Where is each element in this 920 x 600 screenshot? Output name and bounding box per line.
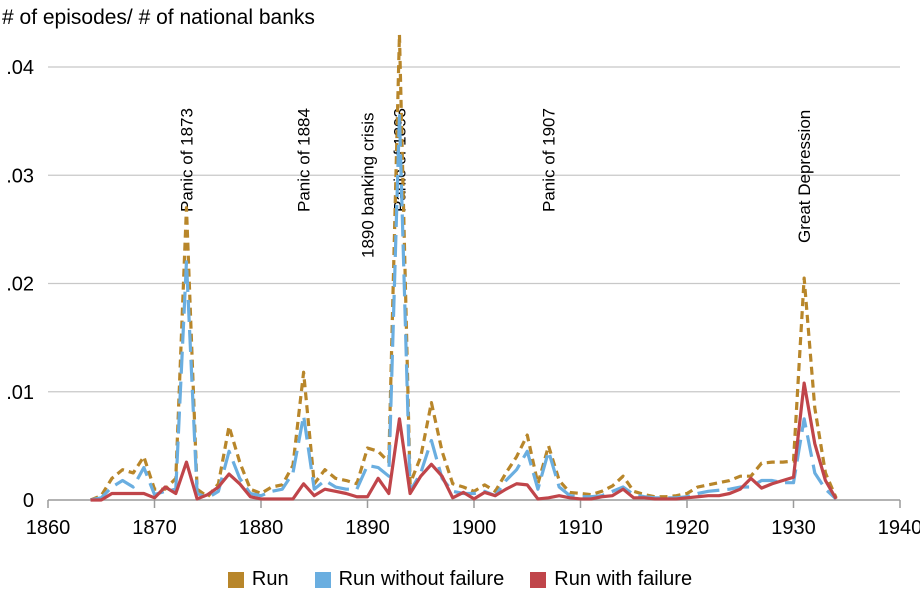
x-tick-label: 1910	[558, 517, 603, 539]
annotation-label: 1890 banking crisis	[359, 112, 378, 258]
legend-label: Run with failure	[554, 568, 693, 590]
y-axis-label: # of episodes/ # of national banks	[2, 6, 315, 29]
series-line-run-without-failure	[90, 114, 838, 502]
x-tick-label: 1940	[878, 517, 920, 539]
y-tick-label: .01	[6, 382, 34, 404]
legend-item: Run without failure	[314, 568, 505, 591]
legend-label: Run	[251, 568, 289, 590]
legend-item: Run with failure	[530, 568, 692, 591]
legend: Run Run without failure Run with failure	[0, 568, 920, 591]
x-axis	[47, 499, 901, 508]
series-line-run	[89, 32, 838, 502]
x-tick-label: 1890	[345, 517, 390, 539]
y-tick-label: .02	[6, 274, 34, 296]
legend-swatch	[530, 571, 547, 588]
x-tick-label: 1930	[771, 517, 816, 539]
legend-swatch	[314, 571, 331, 588]
y-tick-label: 0	[23, 490, 34, 512]
annotation-label: Panic of 1907	[540, 108, 559, 212]
x-tick-labels: 1860 1870 1880 1890 1900 1910 1920 1930 1940	[26, 517, 920, 539]
annotation-label: Great Depression	[795, 110, 814, 243]
annotation-label: Panic of 1884	[295, 108, 314, 212]
y-tick-labels: 0 .01 .02 .03 .04	[6, 57, 34, 512]
annotation-label: Panic of 1873	[177, 108, 196, 212]
annotations: Panic of 1873 Panic of 1884 1890 banking c…	[177, 108, 814, 258]
legend-item: Run	[227, 568, 289, 591]
x-tick-label: 1920	[665, 517, 710, 539]
y-tick-label: .04	[6, 57, 34, 79]
x-tick-label: 1900	[452, 517, 497, 539]
legend-swatch	[227, 571, 244, 588]
gridlines	[48, 66, 900, 393]
series-lines	[89, 32, 838, 502]
x-tick-label: 1860	[26, 517, 71, 539]
series-line-run-with-failure	[90, 381, 838, 502]
y-tick-label: .03	[6, 165, 34, 187]
legend-label: Run without failure	[338, 568, 505, 590]
x-tick-label: 1870	[132, 517, 177, 539]
x-tick-label: 1880	[239, 517, 284, 539]
